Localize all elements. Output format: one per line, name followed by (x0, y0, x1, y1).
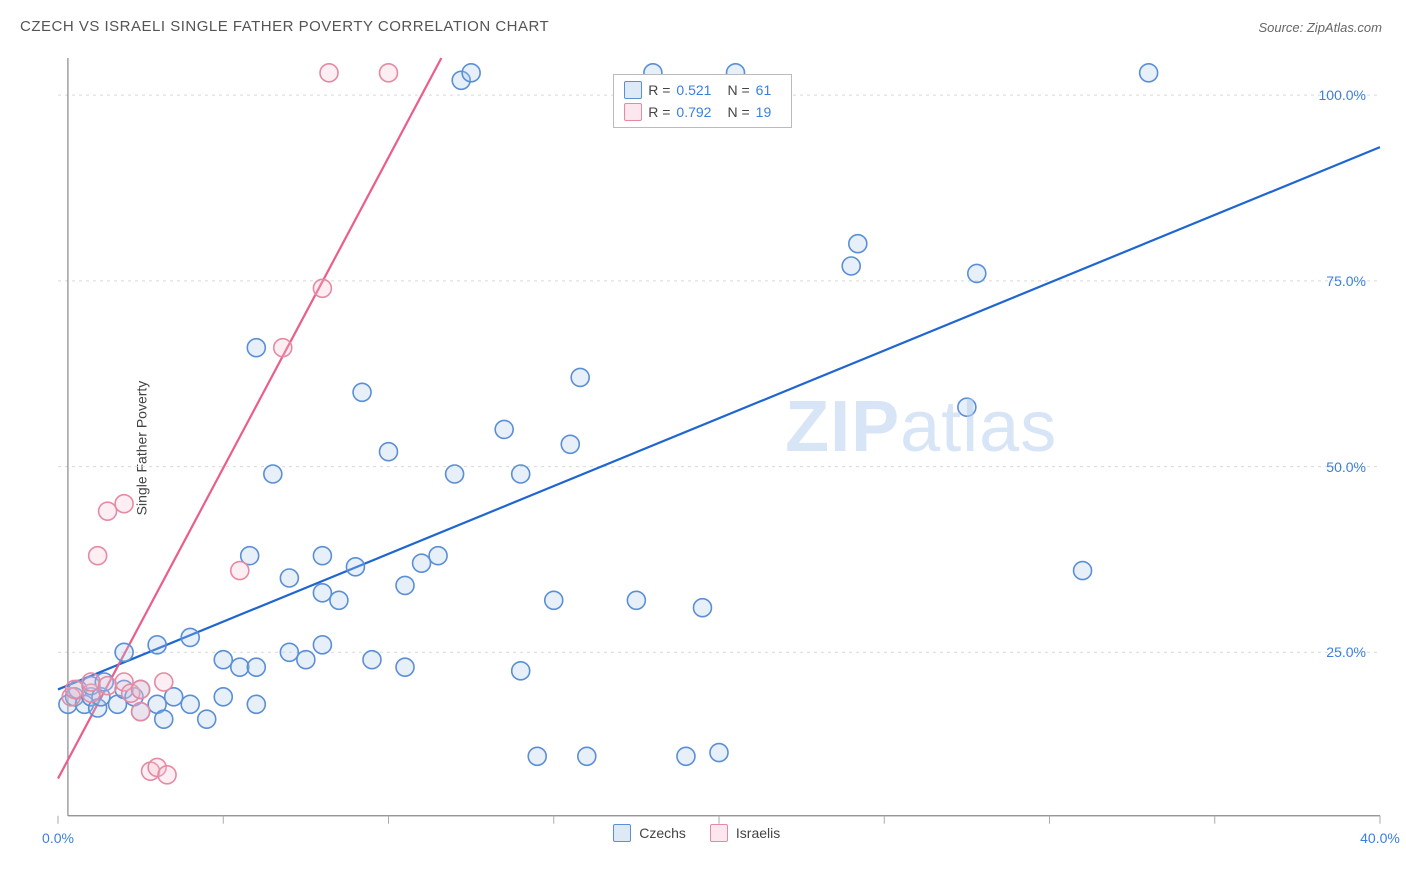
source-attribution: Source: ZipAtlas.com (1258, 20, 1382, 35)
chart-svg (58, 58, 1380, 838)
legend-r-label: R = (648, 79, 670, 101)
y-tick-label: 50.0% (1326, 459, 1372, 475)
y-tick-label: 100.0% (1319, 87, 1372, 103)
legend-n-label: N = (727, 101, 749, 123)
legend-r-value: 0.792 (676, 101, 711, 123)
legend-series-item: Israelis (710, 824, 780, 842)
correlation-legend: R = 0.521 N = 61 R = 0.792 N = 19 (613, 74, 792, 128)
legend-series-name: Israelis (736, 825, 780, 841)
x-tick-label: 0.0% (42, 830, 74, 835)
legend-n-value: 61 (756, 79, 772, 101)
legend-series-item: Czechs (613, 824, 686, 842)
source-name: ZipAtlas.com (1307, 20, 1382, 35)
x-tick-label: 40.0% (1360, 830, 1400, 835)
legend-stat-row: R = 0.521 N = 61 (624, 79, 781, 101)
legend-r-label: R = (648, 101, 670, 123)
legend-swatch (613, 824, 631, 842)
legend-swatch (710, 824, 728, 842)
legend-swatch (624, 103, 642, 121)
chart-plot-area: Single Father Poverty ZIPatlas R = 0.521… (58, 58, 1380, 838)
legend-n-value: 19 (756, 101, 772, 123)
series-legend: Czechs Israelis (613, 824, 780, 842)
legend-r-value: 0.521 (676, 79, 711, 101)
legend-swatch (624, 81, 642, 99)
source-label: Source: (1258, 20, 1306, 35)
y-tick-label: 25.0% (1326, 644, 1372, 660)
chart-title: CZECH VS ISRAELI SINGLE FATHER POVERTY C… (20, 18, 549, 35)
legend-n-label: N = (727, 79, 749, 101)
y-tick-label: 75.0% (1326, 273, 1372, 289)
legend-stat-row: R = 0.792 N = 19 (624, 101, 781, 123)
legend-series-name: Czechs (639, 825, 686, 841)
